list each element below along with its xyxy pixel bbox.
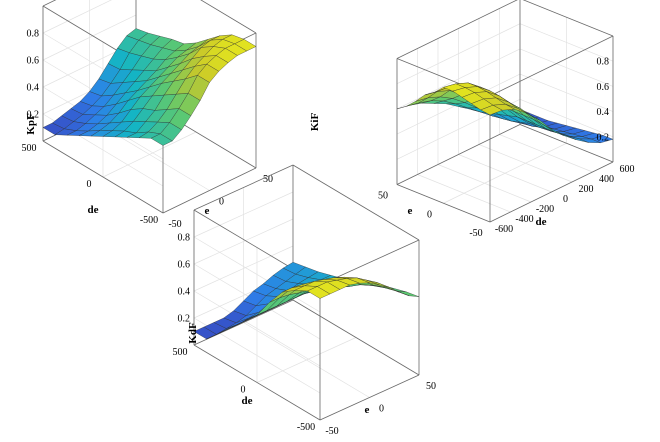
x-tick-label: 50 bbox=[263, 174, 273, 185]
frame-edge bbox=[396, 184, 491, 223]
z-tick-label: 0.8 bbox=[27, 29, 40, 40]
y-tick-label: -600 bbox=[495, 224, 513, 235]
floor-gridline bbox=[443, 142, 567, 204]
y-axis-label: de bbox=[88, 204, 99, 216]
z-tick-label: 0.2 bbox=[27, 110, 40, 121]
y-tick-label: -200 bbox=[536, 204, 554, 215]
x-tick-label: -50 bbox=[168, 219, 181, 230]
frame-edge bbox=[396, 0, 518, 59]
z-tick-label: 0.2 bbox=[597, 132, 610, 143]
frame-edge bbox=[489, 35, 614, 97]
x-axis-label: e bbox=[365, 404, 370, 416]
z-axis-label: KiF bbox=[309, 113, 321, 132]
y-tick-label: 500 bbox=[22, 143, 37, 154]
frame-edge bbox=[522, 0, 614, 37]
x-tick-label: -50 bbox=[469, 228, 482, 239]
frame-edge bbox=[193, 344, 321, 421]
y-tick-label: 0 bbox=[563, 194, 568, 205]
surface-chart-2: -50 0 50 -600-400-200 0 200 400 600 0.2 0.4 0.6 0.8… bbox=[309, 0, 635, 239]
surface-mesh bbox=[396, 82, 614, 144]
x-axis-label: e bbox=[408, 205, 413, 217]
z-tick-label: 0.6 bbox=[597, 82, 610, 93]
y-axis-label: de bbox=[536, 216, 547, 228]
frame-edge bbox=[162, 167, 257, 214]
floor-gridline bbox=[243, 322, 370, 398]
surface-mesh bbox=[193, 261, 420, 340]
frame-edge bbox=[292, 299, 420, 376]
z-axis-label: KpF bbox=[25, 113, 37, 135]
z-tick-label: 0.2 bbox=[178, 314, 191, 325]
x-tick-label: 50 bbox=[426, 381, 436, 392]
x-tick-label: -50 bbox=[325, 426, 338, 437]
z-tick-label: 0.4 bbox=[27, 83, 40, 94]
frame-edge bbox=[292, 164, 420, 241]
frame-edge bbox=[319, 374, 420, 421]
frame-edge bbox=[519, 124, 614, 163]
frame-edge bbox=[42, 140, 164, 214]
z-axis-label: KdF bbox=[187, 322, 199, 344]
z-tick-label: 0.4 bbox=[178, 287, 191, 298]
y-tick-label: 0 bbox=[241, 385, 246, 396]
y-tick-label: 600 bbox=[620, 164, 635, 175]
x-tick-label: 0 bbox=[379, 404, 384, 415]
frame-edge bbox=[193, 164, 294, 211]
frame-edge bbox=[396, 124, 521, 185]
frame-edge bbox=[489, 161, 614, 223]
z-tick-label: 0.8 bbox=[597, 57, 610, 68]
surface-patch bbox=[396, 290, 420, 297]
axes-frame bbox=[396, 0, 614, 223]
z-tick-label: 0.6 bbox=[27, 56, 40, 67]
x-tick-label: 0 bbox=[427, 209, 432, 220]
z-tick-label: 0.4 bbox=[597, 107, 610, 118]
y-tick-label: 0 bbox=[87, 179, 92, 190]
surface-patch bbox=[480, 104, 503, 116]
y-tick-label: 400 bbox=[599, 174, 614, 185]
frame-edge bbox=[193, 299, 294, 346]
x-tick-label: 0 bbox=[219, 197, 224, 208]
y-tick-label: -400 bbox=[515, 214, 533, 225]
y-axis-label: de bbox=[242, 395, 253, 407]
y-tick-label: 500 bbox=[173, 347, 188, 358]
z-tick-label: 0.6 bbox=[178, 260, 191, 271]
tick-labels: -50 0 50 -600-400-200 0 200 400 600 0.2 0.4 0.6 0.8 bbox=[378, 57, 635, 239]
surface-patch bbox=[150, 133, 173, 146]
y-tick-label: -500 bbox=[140, 215, 158, 226]
surface-mesh bbox=[42, 28, 257, 146]
y-tick-label: 200 bbox=[579, 184, 594, 195]
y-tick-label: -500 bbox=[297, 422, 315, 433]
frame-edge bbox=[200, 0, 257, 34]
z-tick-label: 0.8 bbox=[178, 233, 191, 244]
x-axis-label: e bbox=[205, 205, 210, 217]
x-tick-label: 50 bbox=[378, 191, 388, 202]
surface-patch bbox=[306, 286, 331, 299]
